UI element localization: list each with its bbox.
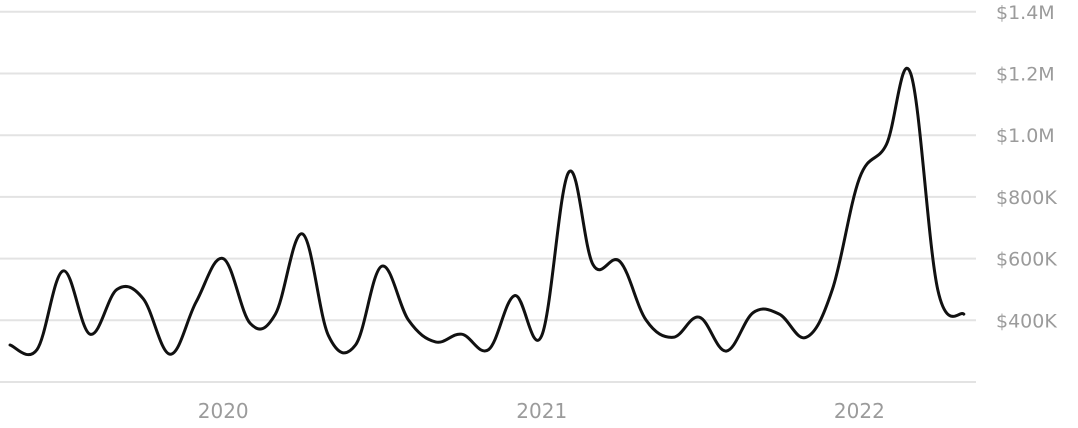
y-tick-label: $400K [996, 310, 1057, 332]
y-axis-ticks: $400K $600K $800K $1.0M $1.2M $1.4M [996, 2, 1057, 332]
y-tick-label: $1.4M [996, 2, 1055, 24]
series-group [8, 66, 966, 357]
y-tick-label: $600K [996, 249, 1057, 271]
series-line [8, 66, 966, 357]
x-tick-label: 2021 [516, 399, 567, 423]
x-axis-ticks: 2020 2021 2022 [198, 399, 885, 423]
gridlines [0, 10, 976, 383]
y-tick-label: $1.2M [996, 64, 1055, 86]
y-tick-label: $800K [996, 187, 1057, 209]
y-tick-label: $1.0M [996, 125, 1055, 147]
x-tick-label: 2020 [198, 399, 249, 423]
x-tick-label: 2022 [834, 399, 885, 423]
